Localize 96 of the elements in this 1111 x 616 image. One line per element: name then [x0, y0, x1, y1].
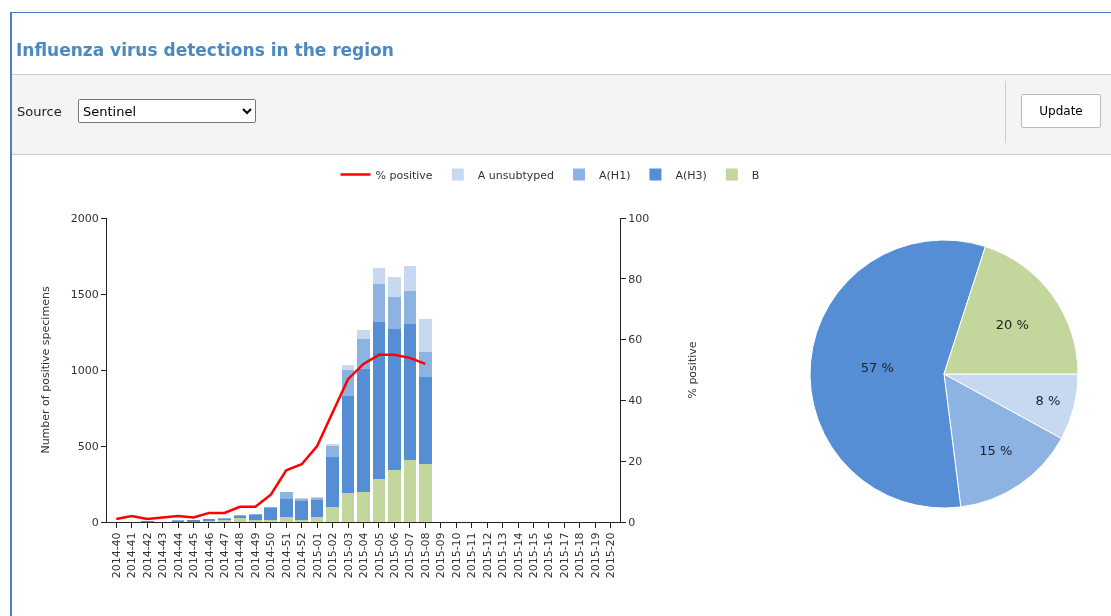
- bar: [418, 351, 432, 377]
- x-tick-label: 2014-43: [156, 532, 170, 579]
- bar: [279, 499, 293, 518]
- data-label: 20 %: [995, 316, 1029, 332]
- bar: [249, 515, 262, 521]
- source-dropdown[interactable]: Sentinel: [78, 99, 256, 123]
- bar: [418, 318, 432, 352]
- x-tick-label: 2015-19: [588, 532, 602, 579]
- bar: [372, 268, 386, 284]
- bar: [403, 323, 417, 460]
- x-tick-label: 2014-50: [264, 532, 278, 579]
- bar: [341, 395, 355, 493]
- legend-label: A(H3): [675, 168, 707, 182]
- bar: [372, 478, 386, 522]
- x-tick-label: 2015-07: [403, 532, 417, 579]
- bar: [357, 492, 370, 522]
- x-tick-label: 2015-10: [449, 532, 463, 579]
- bar: [326, 445, 339, 457]
- x-tick-label: 2014-52: [295, 532, 309, 579]
- data-label: 15 %: [979, 442, 1013, 458]
- chart-title: Influenza virus detections in the region: [16, 40, 394, 60]
- y-tick-label: 500: [77, 439, 99, 453]
- line-series: [115, 353, 427, 521]
- x-tick-label: 2015-20: [604, 532, 618, 579]
- x-tick-label: 2015-09: [434, 532, 448, 579]
- bar: [403, 265, 417, 292]
- bar: [326, 506, 339, 522]
- bar: [357, 369, 370, 493]
- y2-tick-label: 40: [628, 394, 643, 408]
- bar: [295, 501, 309, 521]
- bar: [403, 459, 417, 522]
- x-tick-label: 2015-16: [542, 532, 556, 579]
- x-tick-label: 2014-47: [218, 532, 231, 579]
- x-tick-label: 2015-02: [326, 532, 340, 579]
- y2-axis-title: % positive: [686, 341, 700, 399]
- x-tick-label: 2015-11: [465, 532, 479, 579]
- x-tick-label: 2014-46: [202, 532, 216, 579]
- bar: [388, 276, 401, 298]
- text: Source: [17, 104, 62, 119]
- x-tick-label: 2015-17: [557, 532, 571, 579]
- y-axis-title: Number of positive specimens: [39, 286, 53, 454]
- x-tick-label: 2014-45: [187, 532, 201, 579]
- x-tick-label: 2015-01: [310, 532, 324, 579]
- y2-tick-label: 60: [628, 333, 643, 347]
- bar: [418, 464, 432, 522]
- legend-label: A(H1): [599, 168, 631, 182]
- x-tick-label: 2014-41: [125, 532, 139, 579]
- bar: [372, 283, 386, 322]
- bar: [341, 492, 355, 522]
- x-tick-label: 2015-08: [418, 532, 432, 579]
- bar: [310, 516, 324, 522]
- bar: [388, 469, 401, 522]
- bar: [372, 321, 386, 479]
- bar: [310, 499, 324, 517]
- x-tick-label: 2015-14: [511, 532, 525, 579]
- y-tick-label: 1000: [70, 363, 99, 377]
- x-tick-label: 2015-03: [341, 532, 355, 579]
- bar: [264, 519, 278, 522]
- x-tick-label: 2014-42: [140, 532, 154, 579]
- data-label: 8 %: [1035, 393, 1061, 409]
- x-tick-label: 2014-40: [109, 532, 123, 579]
- y-tick-label: 2000: [70, 211, 99, 225]
- x-tick-label: 2015-05: [372, 532, 386, 579]
- legend-label: B: [751, 168, 760, 182]
- bar: [388, 297, 401, 329]
- bar: [279, 517, 293, 522]
- y2-tick-label: 80: [628, 272, 643, 286]
- x-tick-label: 2015-12: [480, 532, 494, 579]
- y2-tick-label: 100: [628, 211, 650, 225]
- legend-label: % positive: [375, 168, 433, 182]
- y-tick-label: 0: [91, 515, 99, 529]
- bar: [403, 291, 417, 324]
- update-button[interactable]: Update: [1021, 94, 1101, 128]
- bar: [388, 328, 401, 470]
- bar: [357, 329, 370, 339]
- x-tick-label: 2015-04: [357, 532, 371, 579]
- bar: [418, 376, 432, 465]
- bar: [326, 456, 339, 507]
- x-tick-label: 2015-15: [527, 532, 541, 579]
- x-tick-label: 2014-48: [233, 532, 247, 579]
- x-tick-label: 2014-44: [171, 532, 185, 579]
- x-tick-label: 2015-06: [387, 532, 401, 579]
- bar: [279, 492, 293, 500]
- x-tick-label: 2015-18: [573, 532, 587, 579]
- data-label: 57 %: [860, 360, 894, 376]
- legend-label: A unsubtyped: [477, 168, 555, 182]
- y2-tick-label: 20: [628, 455, 643, 469]
- x-tick-label: 2015-13: [496, 532, 510, 579]
- bar: [326, 443, 339, 446]
- bar: [357, 338, 370, 370]
- bar: [264, 508, 278, 520]
- x-tick-label: 2014-51: [279, 532, 293, 579]
- y2-tick-label: 0: [628, 515, 636, 529]
- y-tick-label: 1500: [70, 287, 99, 301]
- bar: [341, 365, 355, 371]
- x-tick-label: 2014-49: [248, 532, 262, 579]
